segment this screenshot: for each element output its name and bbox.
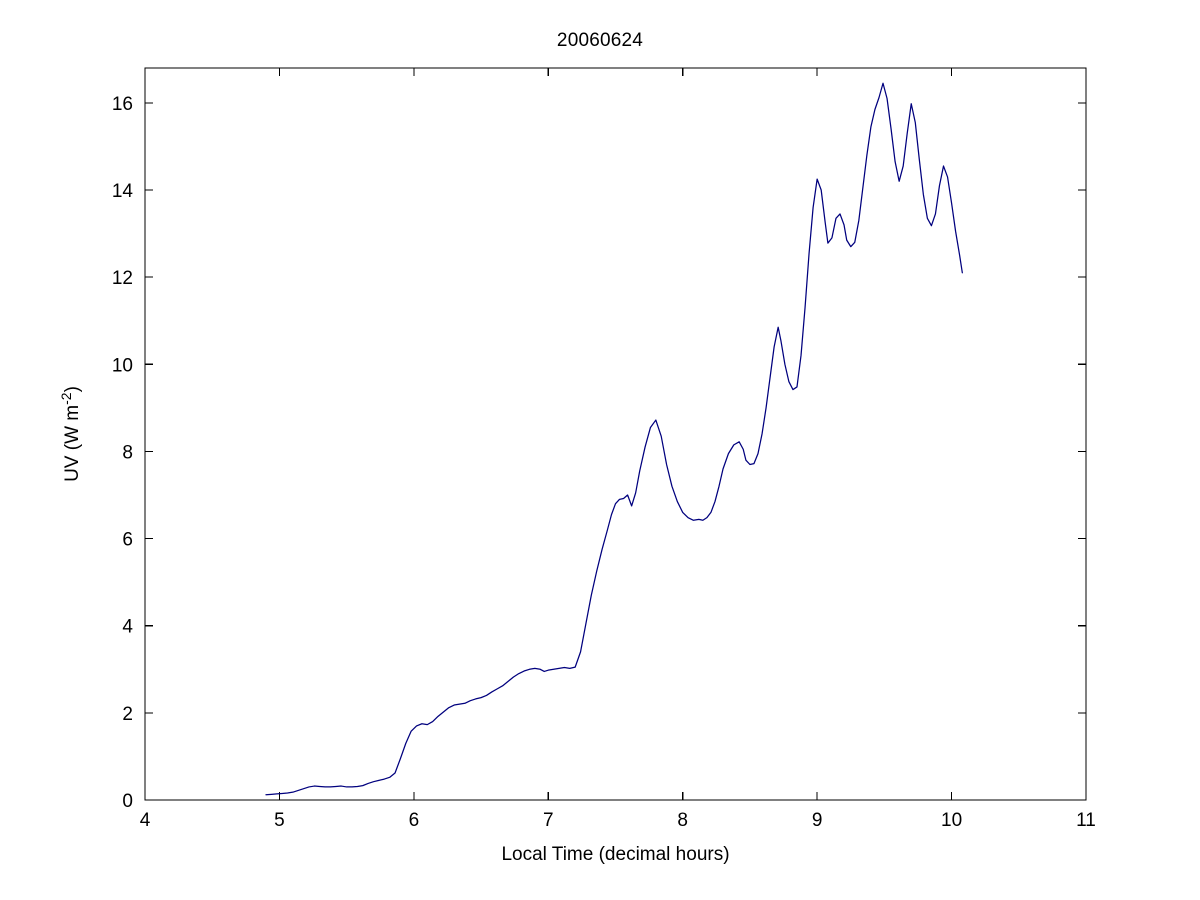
page-title: 20060624: [556, 30, 644, 51]
ticks-group: [144, 68, 1087, 801]
y-axis-title-exponent: -2: [58, 392, 74, 405]
y-tick-label: 14: [112, 181, 134, 202]
y-tick-label: 8: [122, 442, 133, 463]
axes-box: [144, 67, 1087, 801]
y-tick-label: 2: [122, 704, 133, 725]
y-axis-title: UV (W m-2): [58, 386, 83, 482]
y-tick-label: 0: [122, 791, 133, 812]
data-series-line: [265, 82, 963, 796]
y-tick-label: 10: [112, 355, 133, 376]
x-tick-label: 5: [274, 810, 285, 831]
x-tick-label: 11: [1076, 810, 1096, 831]
axes-group: [144, 67, 1087, 801]
x-tick-label: 6: [409, 810, 420, 831]
y-tick-label: 4: [122, 617, 133, 638]
x-tick-label: 9: [812, 810, 823, 831]
axis-titles-group: Local Time (decimal hours) UV (W m-2): [58, 386, 730, 865]
x-tick-label: 4: [140, 810, 151, 831]
y-tick-label: 16: [112, 94, 133, 115]
data-series-group: [265, 82, 963, 796]
x-tick-label: 7: [543, 810, 554, 831]
x-axis-title: Local Time (decimal hours): [501, 844, 729, 865]
y-tick-label: 6: [122, 530, 133, 551]
tick-labels-group: 4 5 6 7 8 9 10 11 0 2 4 6 8 10 12 14 16: [112, 94, 1096, 831]
x-tick-label: 10: [941, 810, 962, 831]
y-axis-title-tail: ): [62, 386, 83, 392]
y-axis-title-base: UV (W m: [62, 405, 83, 482]
y-tick-label: 12: [112, 268, 133, 289]
x-tick-label: 8: [677, 810, 688, 831]
